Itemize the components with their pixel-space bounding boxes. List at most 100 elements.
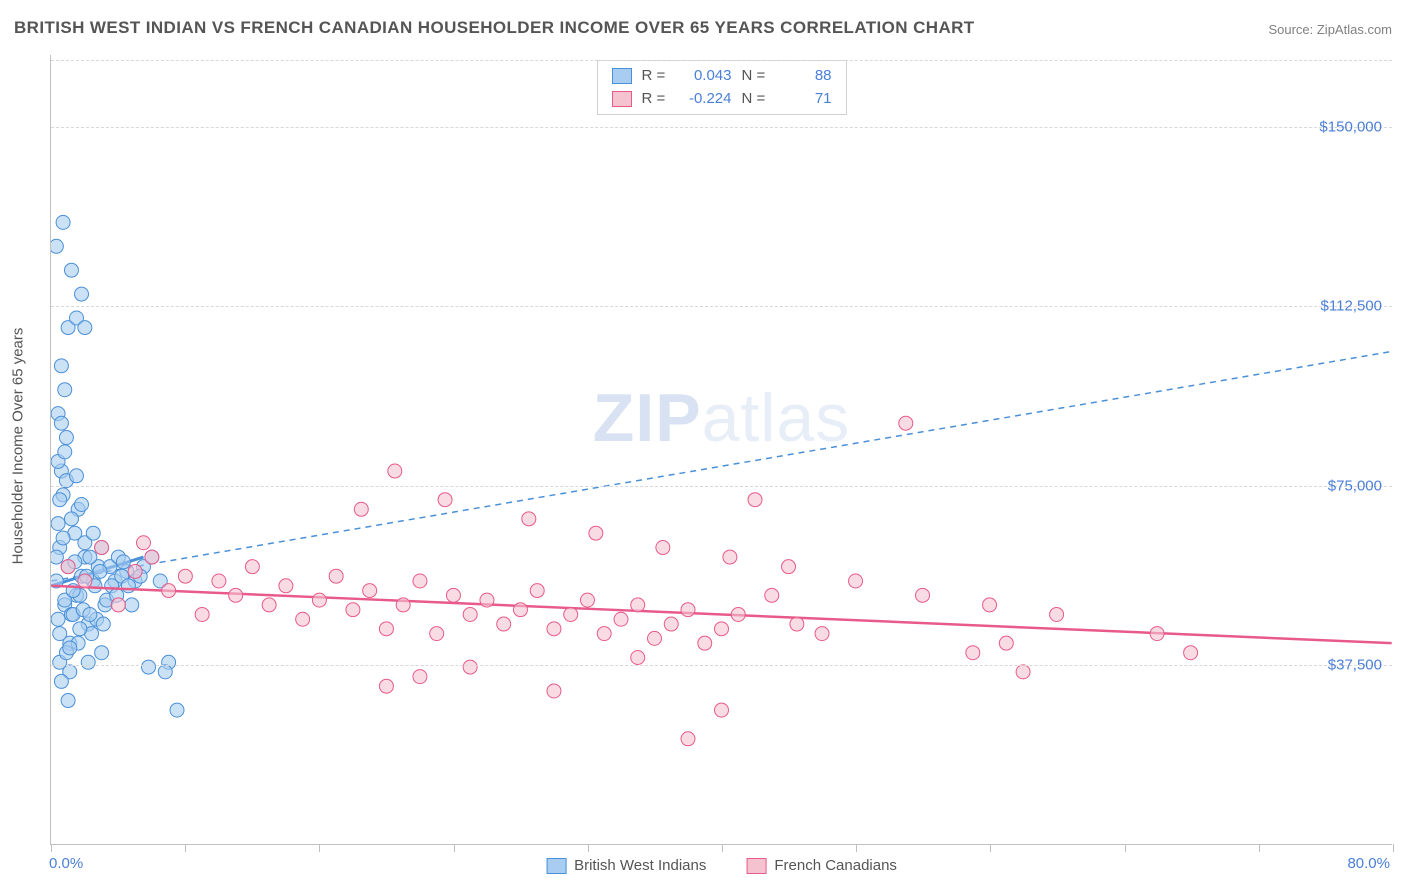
data-point (69, 311, 83, 325)
data-point (128, 574, 142, 588)
y-tick-label: $75,000 (1328, 477, 1382, 494)
data-point (95, 541, 109, 555)
bottom-legend: British West Indians French Canadians (546, 857, 897, 874)
data-point (128, 564, 142, 578)
data-point (58, 383, 72, 397)
data-point (75, 569, 89, 583)
data-point (363, 584, 377, 598)
stats-legend: R =0.043N =88R =-0.224N =71 (597, 60, 847, 115)
data-point (597, 627, 611, 641)
y-tick-label: $150,000 (1319, 118, 1382, 135)
data-point (614, 612, 628, 626)
data-point (354, 502, 368, 516)
stat-n-label: N = (742, 65, 770, 88)
data-point (162, 584, 176, 598)
data-point (438, 493, 452, 507)
data-point (229, 588, 243, 602)
data-point (93, 564, 107, 578)
data-point (64, 263, 78, 277)
data-point (715, 703, 729, 717)
data-point (388, 464, 402, 478)
data-point (513, 603, 527, 617)
legend-swatch (746, 858, 766, 874)
data-point (66, 607, 80, 621)
legend-item: French Canadians (746, 857, 897, 874)
stats-row: R = -0.224 N = 71 (612, 88, 832, 111)
plot-area: ZIPatlas R =0.043N =88R =-0.224N =71 Bri… (50, 55, 1392, 845)
data-point (116, 555, 130, 569)
data-point (88, 579, 102, 593)
data-point (983, 598, 997, 612)
data-point (916, 588, 930, 602)
data-point (51, 612, 65, 626)
trend-line (51, 586, 1391, 643)
stat-n-value: 71 (780, 88, 832, 111)
stat-r-label: R = (642, 88, 670, 111)
legend-swatch (612, 91, 632, 107)
data-point (59, 431, 73, 445)
data-point (145, 550, 159, 564)
data-point (51, 550, 63, 564)
stat-n-label: N = (742, 88, 770, 111)
data-point (966, 646, 980, 660)
data-point (656, 541, 670, 555)
data-point (51, 454, 65, 468)
data-point (68, 526, 82, 540)
data-point (61, 694, 75, 708)
data-point (145, 550, 159, 564)
data-point (51, 239, 63, 253)
data-point (413, 574, 427, 588)
legend-swatch (546, 858, 566, 874)
data-point (999, 636, 1013, 650)
data-point (83, 550, 97, 564)
data-point (547, 622, 561, 636)
stat-n-value: 88 (780, 65, 832, 88)
data-point (480, 593, 494, 607)
watermark: ZIPatlas (593, 379, 850, 457)
legend-label: British West Indians (574, 857, 706, 874)
data-point (63, 665, 77, 679)
data-point (66, 584, 80, 598)
data-point (212, 574, 226, 588)
data-point (53, 655, 67, 669)
data-point (105, 579, 119, 593)
data-point (91, 560, 105, 574)
data-point (195, 607, 209, 621)
data-point (73, 622, 87, 636)
data-point (580, 593, 594, 607)
data-point (731, 607, 745, 621)
data-point (1150, 627, 1164, 641)
data-point (1050, 607, 1064, 621)
data-point (262, 598, 276, 612)
data-point (71, 636, 85, 650)
data-point (69, 469, 83, 483)
data-point (64, 512, 78, 526)
data-point (110, 588, 124, 602)
data-point (64, 607, 78, 621)
legend-item: British West Indians (546, 857, 706, 874)
x-tick (856, 844, 857, 852)
data-point (723, 550, 737, 564)
data-point (111, 598, 125, 612)
data-point (63, 641, 77, 655)
chart-svg (51, 55, 1392, 844)
data-point (86, 526, 100, 540)
data-point (413, 670, 427, 684)
stats-row: R =0.043N =88 (612, 65, 832, 88)
source-label: Source: ZipAtlas.com (1268, 22, 1392, 37)
data-point (76, 603, 90, 617)
data-point (162, 655, 176, 669)
data-point (497, 617, 511, 631)
data-point (83, 607, 97, 621)
data-point (329, 569, 343, 583)
data-point (430, 627, 444, 641)
stat-r-value: -0.224 (680, 88, 732, 111)
data-point (59, 646, 73, 660)
chart-title: BRITISH WEST INDIAN VS FRENCH CANADIAN H… (14, 18, 975, 38)
data-point (95, 646, 109, 660)
data-point (681, 732, 695, 746)
data-point (54, 674, 68, 688)
data-point (133, 569, 147, 583)
data-point (815, 627, 829, 641)
data-point (125, 598, 139, 612)
